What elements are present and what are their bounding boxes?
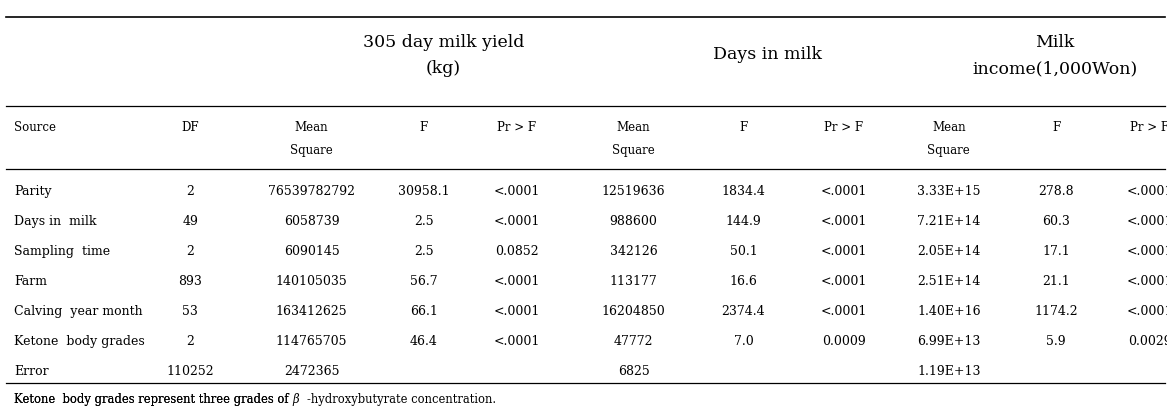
Text: Square: Square — [928, 143, 970, 157]
Text: Pr > F: Pr > F — [497, 121, 537, 134]
Text: <.0001: <.0001 — [494, 215, 540, 229]
Text: 3.33E+15: 3.33E+15 — [917, 185, 980, 198]
Text: 2.05E+14: 2.05E+14 — [917, 245, 980, 259]
Text: β: β — [292, 393, 299, 406]
Text: Square: Square — [613, 143, 655, 157]
Text: 30958.1: 30958.1 — [398, 185, 449, 198]
Text: Milk: Milk — [1035, 34, 1075, 51]
Text: <.0001: <.0001 — [820, 305, 867, 319]
Text: Ketone  body grades: Ketone body grades — [14, 335, 145, 349]
Text: 6.99E+13: 6.99E+13 — [917, 335, 980, 349]
Text: F: F — [1051, 121, 1061, 134]
Text: <.0001: <.0001 — [820, 245, 867, 259]
Text: <.0001: <.0001 — [1126, 215, 1167, 229]
Text: 12519636: 12519636 — [602, 185, 665, 198]
Text: Farm: Farm — [14, 275, 47, 289]
Text: <.0001: <.0001 — [1126, 305, 1167, 319]
Text: 66.1: 66.1 — [410, 305, 438, 319]
Text: 342126: 342126 — [610, 245, 657, 259]
Text: 6090145: 6090145 — [284, 245, 340, 259]
Text: 2.5: 2.5 — [414, 215, 433, 229]
Text: 114765705: 114765705 — [275, 335, 348, 349]
Text: 5.9: 5.9 — [1047, 335, 1065, 349]
Text: 76539782792: 76539782792 — [268, 185, 355, 198]
Text: Pr > F: Pr > F — [824, 121, 864, 134]
Text: Calving  year month: Calving year month — [14, 305, 142, 319]
Text: <.0001: <.0001 — [494, 305, 540, 319]
Text: Parity: Parity — [14, 185, 51, 198]
Text: <.0001: <.0001 — [820, 215, 867, 229]
Text: 47772: 47772 — [614, 335, 654, 349]
Text: Mean: Mean — [617, 121, 650, 134]
Text: 2374.4: 2374.4 — [721, 305, 766, 319]
Text: Days in milk: Days in milk — [713, 46, 823, 63]
Text: Error: Error — [14, 365, 49, 379]
Text: 6825: 6825 — [617, 365, 650, 379]
Text: Square: Square — [291, 143, 333, 157]
Text: 113177: 113177 — [610, 275, 657, 289]
Text: Days in  milk: Days in milk — [14, 215, 97, 229]
Text: F: F — [739, 121, 748, 134]
Text: 988600: 988600 — [609, 215, 658, 229]
Text: 0.0852: 0.0852 — [495, 245, 539, 259]
Text: 278.8: 278.8 — [1039, 185, 1074, 198]
Text: 1834.4: 1834.4 — [721, 185, 766, 198]
Text: F: F — [419, 121, 428, 134]
Text: 46.4: 46.4 — [410, 335, 438, 349]
Text: 16204850: 16204850 — [602, 305, 665, 319]
Text: 2.5: 2.5 — [414, 245, 433, 259]
Text: <.0001: <.0001 — [1126, 185, 1167, 198]
Text: Source: Source — [14, 121, 56, 134]
Text: 50.1: 50.1 — [729, 245, 757, 259]
Text: Mean: Mean — [295, 121, 328, 134]
Text: 2: 2 — [187, 335, 194, 349]
Text: 163412625: 163412625 — [275, 305, 348, 319]
Text: 21.1: 21.1 — [1042, 275, 1070, 289]
Text: 6058739: 6058739 — [284, 215, 340, 229]
Text: 2: 2 — [187, 185, 194, 198]
Text: 0.0029: 0.0029 — [1127, 335, 1167, 349]
Text: 140105035: 140105035 — [275, 275, 348, 289]
Text: Ketone  body grades represent three grades of: Ketone body grades represent three grade… — [14, 393, 292, 406]
Text: 1.40E+16: 1.40E+16 — [917, 305, 980, 319]
Text: -hydroxybutyrate concentration.: -hydroxybutyrate concentration. — [307, 393, 496, 406]
Text: 7.21E+14: 7.21E+14 — [917, 215, 980, 229]
Text: <.0001: <.0001 — [1126, 245, 1167, 259]
Text: 56.7: 56.7 — [410, 275, 438, 289]
Text: Ketone  body grades represent three grades of: Ketone body grades represent three grade… — [14, 393, 292, 406]
Text: 1174.2: 1174.2 — [1034, 305, 1078, 319]
Text: (kg): (kg) — [426, 60, 461, 77]
Text: <.0001: <.0001 — [494, 275, 540, 289]
Text: <.0001: <.0001 — [820, 275, 867, 289]
Text: income(1,000Won): income(1,000Won) — [972, 60, 1138, 77]
Text: <.0001: <.0001 — [494, 185, 540, 198]
Text: <.0001: <.0001 — [1126, 275, 1167, 289]
Text: 305 day milk yield: 305 day milk yield — [363, 34, 524, 51]
Text: 0.0009: 0.0009 — [822, 335, 866, 349]
Text: 2: 2 — [187, 245, 194, 259]
Text: 53: 53 — [182, 305, 198, 319]
Text: 144.9: 144.9 — [726, 215, 761, 229]
Text: 7.0: 7.0 — [734, 335, 753, 349]
Text: 2.51E+14: 2.51E+14 — [917, 275, 980, 289]
Text: Pr > F: Pr > F — [1130, 121, 1167, 134]
Text: 17.1: 17.1 — [1042, 245, 1070, 259]
Text: 60.3: 60.3 — [1042, 215, 1070, 229]
Text: 49: 49 — [182, 215, 198, 229]
Text: 16.6: 16.6 — [729, 275, 757, 289]
Text: <.0001: <.0001 — [494, 335, 540, 349]
Text: 2472365: 2472365 — [284, 365, 340, 379]
Text: Mean: Mean — [932, 121, 965, 134]
Text: Sampling  time: Sampling time — [14, 245, 110, 259]
Text: <.0001: <.0001 — [820, 185, 867, 198]
Text: 1.19E+13: 1.19E+13 — [917, 365, 980, 379]
Text: 110252: 110252 — [167, 365, 214, 379]
Text: DF: DF — [181, 121, 200, 134]
Text: 893: 893 — [179, 275, 202, 289]
